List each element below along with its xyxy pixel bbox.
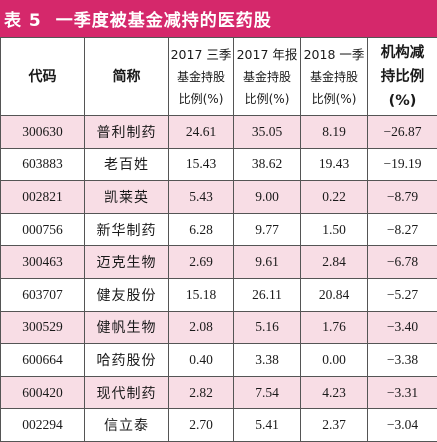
table-row: 300630 普利制药 24.61 35.05 8.19 −26.87 [1,116,437,149]
cell-annual-2017: 3.38 [234,344,301,377]
cell-change: −5.27 [368,278,437,311]
cell-annual-2017: 38.62 [234,148,301,181]
header-q3-2017-line3: 比例(%) [169,88,233,110]
header-name: 简称 [85,38,169,116]
cell-code: 000756 [1,213,85,246]
cell-change: −3.38 [368,344,437,377]
table-row: 002294 信立泰 2.70 5.41 2.37 −3.04 [1,409,437,442]
cell-code: 300463 [1,246,85,279]
cell-name: 凯莱英 [85,181,169,214]
cell-code: 300529 [1,311,85,344]
cell-code: 603707 [1,278,85,311]
cell-q1-2018: 1.50 [301,213,368,246]
cell-change: −3.40 [368,311,437,344]
cell-code: 600420 [1,376,85,409]
cell-change: −8.79 [368,181,437,214]
cell-q1-2018: 20.84 [301,278,368,311]
header-annual-2017-line3: 比例(%) [234,88,300,110]
table-row: 000756 新华制药 6.28 9.77 1.50 −8.27 [1,213,437,246]
header-change-line3: (%) [368,89,437,113]
header-q3-2017: 2017 三季 基金持股 比例(%) [169,38,234,116]
cell-annual-2017: 9.77 [234,213,301,246]
cell-change: −3.04 [368,409,437,442]
cell-q3-2017: 2.82 [169,376,234,409]
cell-annual-2017: 7.54 [234,376,301,409]
header-q3-2017-line1: 2017 三季 [169,44,233,66]
table-row: 603707 健友股份 15.18 26.11 20.84 −5.27 [1,278,437,311]
cell-name: 健帆生物 [85,311,169,344]
cell-q1-2018: 0.00 [301,344,368,377]
header-q1-2018-line1: 2018 一季 [301,44,367,66]
table-title: 一季度被基金减持的医药股 [56,6,272,31]
cell-code: 603883 [1,148,85,181]
cell-name: 哈药股份 [85,344,169,377]
cell-name: 健友股份 [85,278,169,311]
cell-q3-2017: 24.61 [169,116,234,149]
cell-change: −3.31 [368,376,437,409]
table-number: 表 5 [4,6,42,31]
header-change-line2: 持比例 [368,65,437,89]
cell-q1-2018: 1.76 [301,311,368,344]
cell-annual-2017: 5.41 [234,409,301,442]
data-table: 代码 简称 2017 三季 基金持股 比例(%) 2017 年报 基金持股 比例… [0,37,437,442]
header-name-label: 简称 [85,67,168,87]
cell-annual-2017: 5.16 [234,311,301,344]
cell-name: 信立泰 [85,409,169,442]
cell-q1-2018: 8.19 [301,116,368,149]
cell-q1-2018: 0.22 [301,181,368,214]
cell-q3-2017: 15.43 [169,148,234,181]
table-row: 002821 凯莱英 5.43 9.00 0.22 −8.79 [1,181,437,214]
table-row: 603883 老百姓 15.43 38.62 19.43 −19.19 [1,148,437,181]
cell-code: 600664 [1,344,85,377]
cell-name: 新华制药 [85,213,169,246]
table-row: 600664 哈药股份 0.40 3.38 0.00 −3.38 [1,344,437,377]
table-row: 600420 现代制药 2.82 7.54 4.23 −3.31 [1,376,437,409]
table-title-bar: 表 5 一季度被基金减持的医药股 [0,0,437,37]
header-q1-2018: 2018 一季 基金持股 比例(%) [301,38,368,116]
cell-name: 现代制药 [85,376,169,409]
cell-name: 迈克生物 [85,246,169,279]
cell-annual-2017: 35.05 [234,116,301,149]
header-annual-2017: 2017 年报 基金持股 比例(%) [234,38,301,116]
cell-annual-2017: 9.00 [234,181,301,214]
cell-q3-2017: 2.70 [169,409,234,442]
table-row: 300463 迈克生物 2.69 9.61 2.84 −6.78 [1,246,437,279]
header-row: 代码 简称 2017 三季 基金持股 比例(%) 2017 年报 基金持股 比例… [1,38,437,116]
cell-q3-2017: 15.18 [169,278,234,311]
cell-q1-2018: 2.37 [301,409,368,442]
header-code-label: 代码 [1,67,84,87]
header-annual-2017-line1: 2017 年报 [234,44,300,66]
cell-q3-2017: 0.40 [169,344,234,377]
cell-change: −6.78 [368,246,437,279]
header-q1-2018-line3: 比例(%) [301,88,367,110]
cell-q1-2018: 4.23 [301,376,368,409]
cell-q3-2017: 5.43 [169,181,234,214]
header-q3-2017-line2: 基金持股 [169,66,233,88]
cell-change: −26.87 [368,116,437,149]
cell-code: 002294 [1,409,85,442]
table-row: 300529 健帆生物 2.08 5.16 1.76 −3.40 [1,311,437,344]
cell-q1-2018: 19.43 [301,148,368,181]
cell-name: 普利制药 [85,116,169,149]
header-q1-2018-line2: 基金持股 [301,66,367,88]
cell-q3-2017: 2.08 [169,311,234,344]
cell-annual-2017: 26.11 [234,278,301,311]
cell-q3-2017: 6.28 [169,213,234,246]
cell-change: −19.19 [368,148,437,181]
cell-name: 老百姓 [85,148,169,181]
header-annual-2017-line2: 基金持股 [234,66,300,88]
cell-q1-2018: 2.84 [301,246,368,279]
cell-annual-2017: 9.61 [234,246,301,279]
cell-change: −8.27 [368,213,437,246]
header-change: 机构减 持比例 (%) [368,38,437,116]
header-change-line1: 机构减 [368,41,437,65]
header-code: 代码 [1,38,85,116]
cell-code: 002821 [1,181,85,214]
cell-q3-2017: 2.69 [169,246,234,279]
cell-code: 300630 [1,116,85,149]
